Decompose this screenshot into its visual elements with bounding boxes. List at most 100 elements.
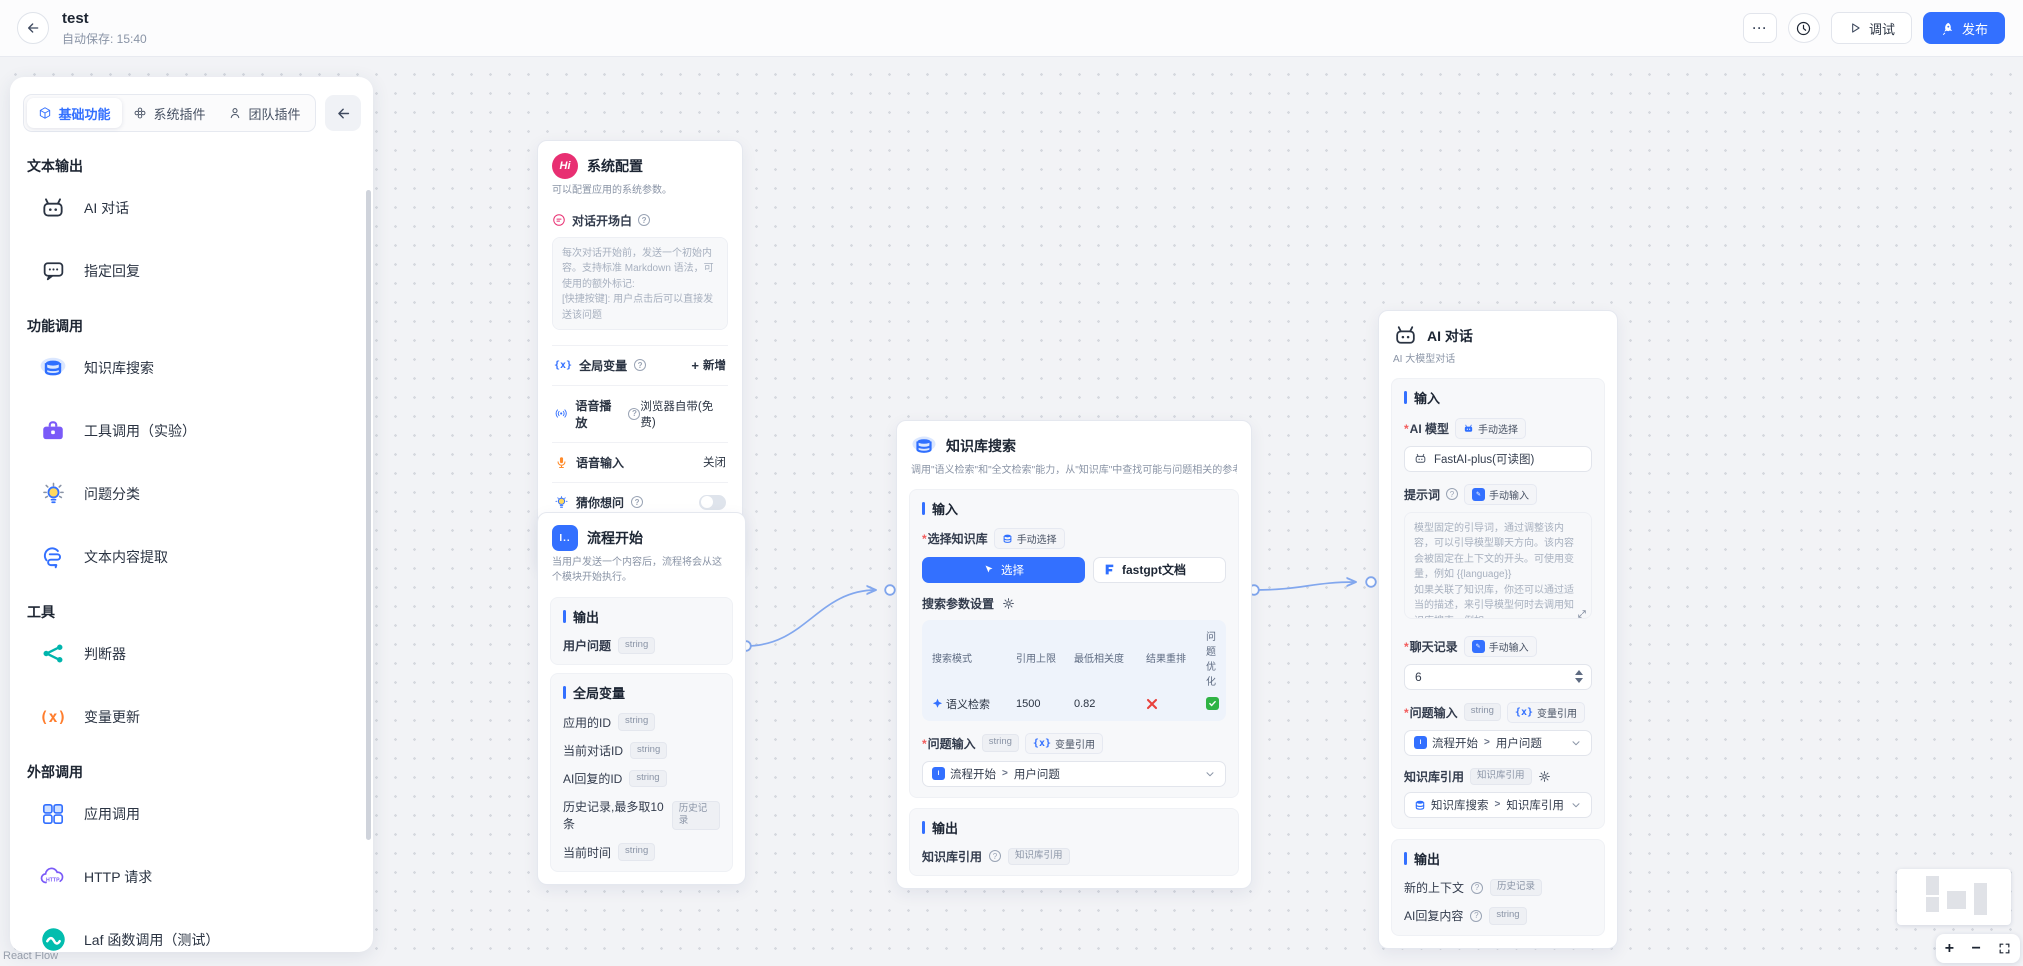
- stepper-down-button[interactable]: [1575, 678, 1583, 683]
- type-badge: string: [981, 734, 1019, 752]
- collapse-sidebar-button[interactable]: [325, 95, 361, 131]
- module-item-dataset-search[interactable]: 知识库搜索: [10, 336, 373, 399]
- limit-value: 1500: [1016, 697, 1041, 710]
- history-label: 聊天记录: [1404, 638, 1458, 655]
- module-item-judge[interactable]: 判断器: [10, 622, 373, 685]
- manual-input-badge[interactable]: ✎ 手动输入: [1463, 635, 1537, 657]
- question-source-select[interactable]: I 流程开始 > 用户问题: [922, 760, 1226, 787]
- type-badge: string: [629, 770, 667, 788]
- check-icon: [1206, 697, 1219, 710]
- module-item-laf-function[interactable]: Laf 函数调用（测试）: [10, 908, 373, 952]
- welcome-textarea[interactable]: [552, 236, 728, 330]
- rocket-icon: [1942, 22, 1953, 35]
- module-item-http-request[interactable]: HTTP HTTP 请求: [10, 845, 373, 908]
- module-item-variable-update[interactable]: (x) 变量更新: [10, 685, 373, 748]
- type-badge: 知识库引用: [1008, 847, 1070, 865]
- fit-view-button[interactable]: [1998, 942, 2011, 955]
- minimap-node: [1926, 897, 1939, 912]
- similarity-value: 0.82: [1074, 697, 1096, 710]
- autosave-status: 自动保存: 15:40: [62, 31, 147, 46]
- node-ai-chat[interactable]: AI 对话 AI 大模型对话 输入 AI 模型 手动选择 FastAI-plus…: [1378, 310, 1618, 949]
- chevron-down-icon: [1572, 740, 1580, 745]
- dataset-card[interactable]: fastgpt文档: [1093, 556, 1226, 583]
- stepper-up-button[interactable]: [1575, 670, 1583, 675]
- cube-icon: [40, 107, 51, 119]
- sidebar-scrollbar[interactable]: [366, 190, 371, 840]
- minimap[interactable]: [1897, 869, 2011, 925]
- arrow-left-icon: [28, 23, 39, 33]
- back-button[interactable]: [17, 12, 49, 44]
- col-header: 引用上限: [1016, 654, 1056, 665]
- zoom-in-button[interactable]: +: [1944, 939, 1955, 957]
- output-section-title: 输出: [1404, 849, 1592, 868]
- history-button[interactable]: [1787, 13, 1820, 43]
- node-system-config[interactable]: Hi 系统配置 可以配置应用的系统参数。 对话开场白 ? {x} 全局变量 ? …: [537, 140, 743, 567]
- choose-dataset-button[interactable]: 选择: [922, 556, 1085, 583]
- flow-start-mini-icon: I: [932, 767, 945, 780]
- manual-input-badge[interactable]: ✎ 手动输入: [1464, 483, 1538, 505]
- chevron-down-icon: [1206, 771, 1214, 776]
- dataset-icon: [912, 436, 936, 453]
- gear-icon[interactable]: [1538, 770, 1551, 783]
- output-label: 用户问题: [563, 639, 612, 654]
- module-item-assigned-reply[interactable]: 指定回复: [10, 239, 373, 302]
- welcome-label: 对话开场白: [572, 213, 633, 228]
- question-source-select[interactable]: I 流程开始 > 用户问题: [1404, 729, 1592, 756]
- node-description: AI 大模型对话: [1393, 354, 1456, 365]
- help-icon: ?: [1471, 881, 1484, 894]
- cross-icon: [1146, 698, 1158, 709]
- clock-icon: [1797, 21, 1811, 35]
- manual-select-badge[interactable]: 手动选择: [993, 527, 1065, 549]
- ai-response-label: AI回复内容: [1404, 909, 1464, 924]
- node-title: 知识库搜索: [946, 438, 1016, 454]
- help-icon: ?: [989, 850, 1002, 863]
- more-menu-button[interactable]: ···: [1742, 13, 1777, 43]
- module-item-question-classify[interactable]: 问题分类: [10, 462, 373, 525]
- stt-value[interactable]: 关闭: [703, 457, 726, 469]
- tab-basic-modules[interactable]: 基础功能: [27, 98, 122, 128]
- variables-icon: {x}: [1032, 737, 1051, 749]
- gear-icon[interactable]: [1002, 597, 1015, 610]
- zoom-out-button[interactable]: −: [1971, 939, 1981, 957]
- input-section-title: 输入: [922, 499, 1226, 518]
- module-item-content-extract[interactable]: 文本内容提取: [10, 525, 373, 588]
- debug-button[interactable]: 调试: [1830, 12, 1912, 44]
- module-item-ai-chat[interactable]: AI 对话: [10, 176, 373, 239]
- help-icon: ?: [1470, 909, 1483, 922]
- module-item-app-call[interactable]: 应用调用: [10, 782, 373, 845]
- type-badge: 历史记录: [671, 800, 720, 831]
- ai-model-label: AI 模型: [1404, 420, 1449, 437]
- tab-team-plugins[interactable]: 团队插件: [217, 98, 312, 128]
- manual-select-badge[interactable]: 手动选择: [1455, 417, 1527, 439]
- globals-section-title: 全局变量: [563, 683, 720, 702]
- expand-icon[interactable]: [1577, 609, 1587, 619]
- microphone-icon: [557, 456, 566, 468]
- extract-icon: [39, 543, 67, 571]
- var-ref-badge[interactable]: {x} 变量引用: [1024, 732, 1103, 754]
- tts-value[interactable]: 浏览器自带(免费): [640, 400, 714, 429]
- module-item-tool-call[interactable]: 工具调用（实验）: [10, 399, 373, 462]
- guess-toggle[interactable]: [699, 494, 726, 510]
- global-var-label: 应用的ID: [563, 715, 612, 730]
- quote-source-select[interactable]: 知识库搜索 > 知识库引用: [1404, 791, 1592, 818]
- section-title: 工具: [27, 604, 55, 620]
- welcome-chat-icon: [553, 214, 565, 226]
- publish-label: 发布: [1961, 21, 1988, 37]
- add-variable-button[interactable]: + 新增: [691, 357, 726, 373]
- node-dataset-search[interactable]: 知识库搜索 调用"语义检索"和"全文检索"能力，从"知识库"中查找可能与问题相关…: [896, 420, 1252, 889]
- node-description: 当用户发送一个内容后，流程将会从这个模块开始执行。: [552, 557, 722, 583]
- chevron-right-icon: >: [1002, 768, 1008, 779]
- branch-icon: [39, 640, 67, 668]
- publish-button[interactable]: 发布: [1922, 12, 2005, 44]
- model-select[interactable]: FastAI-plus(可读图): [1404, 445, 1592, 472]
- prompt-textarea[interactable]: [1404, 511, 1592, 619]
- var-ref-badge[interactable]: {x} 变量引用: [1506, 701, 1585, 723]
- variables-icon: {x}: [554, 359, 573, 371]
- tab-system-plugins[interactable]: 系统插件: [122, 98, 217, 128]
- col-header: 搜索模式: [932, 654, 972, 665]
- history-count-input[interactable]: 6: [1404, 663, 1592, 690]
- dataset-mini-icon: [1003, 534, 1012, 543]
- input-mini-icon: ✎: [1472, 487, 1486, 501]
- node-flow-start[interactable]: I.. 流程开始 当用户发送一个内容后，流程将会从这个模块开始执行。 输出 用户…: [537, 512, 746, 885]
- input-mini-icon: ✎: [1471, 639, 1485, 653]
